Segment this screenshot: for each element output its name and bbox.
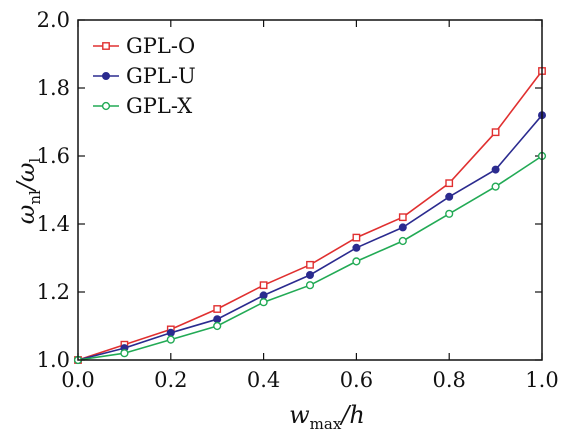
y-tick-label: 1.0 <box>37 348 70 372</box>
y-axis-title-sub: nl <box>26 190 44 205</box>
data-point <box>259 291 268 300</box>
data-point <box>352 233 361 242</box>
data-point <box>398 223 407 232</box>
data-point <box>166 335 175 344</box>
x-axis-title: wmax/h <box>289 401 365 433</box>
data-point <box>352 243 361 252</box>
legend: GPL-O GPL-U GPL-X <box>93 34 196 118</box>
data-point <box>491 182 500 191</box>
x-tick-label: 0.0 <box>61 368 94 392</box>
data-point <box>120 349 129 358</box>
x-axis-title-sub: max <box>310 415 342 433</box>
ticks-layer: 0.0 0.2 0.4 0.6 0.8 1.0 1.0 1.2 1.4 1.6 1.8 2.0 <box>37 8 559 392</box>
x-tick-label: 0.8 <box>432 368 465 392</box>
y-tick-label: 2.0 <box>37 8 70 32</box>
data-point <box>445 192 454 201</box>
data-point <box>259 281 268 290</box>
y-axis-title: ωnl/ωl <box>12 158 44 225</box>
legend-marker <box>102 42 110 50</box>
data-point <box>213 321 222 331</box>
legend-label: GPL-U <box>126 64 196 88</box>
y-axis-title-mid: /ω <box>12 163 40 193</box>
legend-entry: GPL-X <box>93 94 192 118</box>
y-tick-label: 1.2 <box>37 280 70 304</box>
y-tick-label: 1.6 <box>37 144 70 168</box>
y-axis-title-sub2: l <box>26 158 44 163</box>
data-point <box>213 315 222 324</box>
x-tick-label: 0.6 <box>340 368 373 392</box>
data-point <box>398 236 407 246</box>
data-point <box>491 165 500 174</box>
data-point <box>306 260 314 269</box>
x-tick-label: 0.4 <box>247 368 280 392</box>
x-tick-label: 0.2 <box>154 368 187 392</box>
legend-entry: GPL-O <box>93 34 195 58</box>
series-line <box>77 155 543 361</box>
series-gpl-x <box>73 151 547 365</box>
data-point <box>306 271 315 280</box>
legend-label: GPL-X <box>126 94 192 118</box>
legend-entry: GPL-U <box>93 64 196 88</box>
legend-marker <box>101 101 111 111</box>
y-tick-label: 1.4 <box>37 212 70 236</box>
x-axis-title-tail: /h <box>339 401 365 429</box>
x-axis-title-main: w <box>289 401 310 429</box>
data-point <box>445 209 454 218</box>
data-point <box>305 281 315 290</box>
legend-marker <box>101 71 110 80</box>
data-point <box>166 328 175 337</box>
data-point <box>352 257 361 266</box>
data-point <box>491 128 500 137</box>
series-line <box>77 114 543 361</box>
data-point <box>259 298 268 307</box>
data-point <box>398 213 407 222</box>
legend-label: GPL-O <box>126 34 195 58</box>
data-point <box>445 179 454 188</box>
series-gpl-u <box>73 111 546 365</box>
x-tick-label: 1.0 <box>525 368 558 392</box>
data-point <box>213 305 222 313</box>
plot-frame <box>77 19 543 361</box>
y-axis-title-main: ω <box>12 205 40 225</box>
y-tick-label: 1.8 <box>37 76 70 100</box>
